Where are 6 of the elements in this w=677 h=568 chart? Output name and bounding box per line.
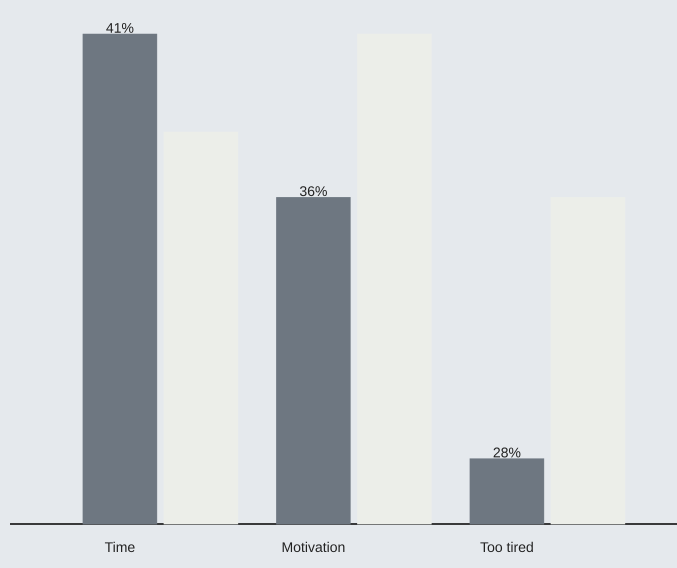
x-tick-label: Too tired [480, 542, 533, 552]
x-tick-label: Time [104, 542, 135, 552]
x-tick-label: Motivation [282, 542, 344, 552]
data-label: 36% [300, 186, 327, 196]
data-label: 28% [494, 448, 520, 458]
data-label: 41% [106, 22, 134, 33]
